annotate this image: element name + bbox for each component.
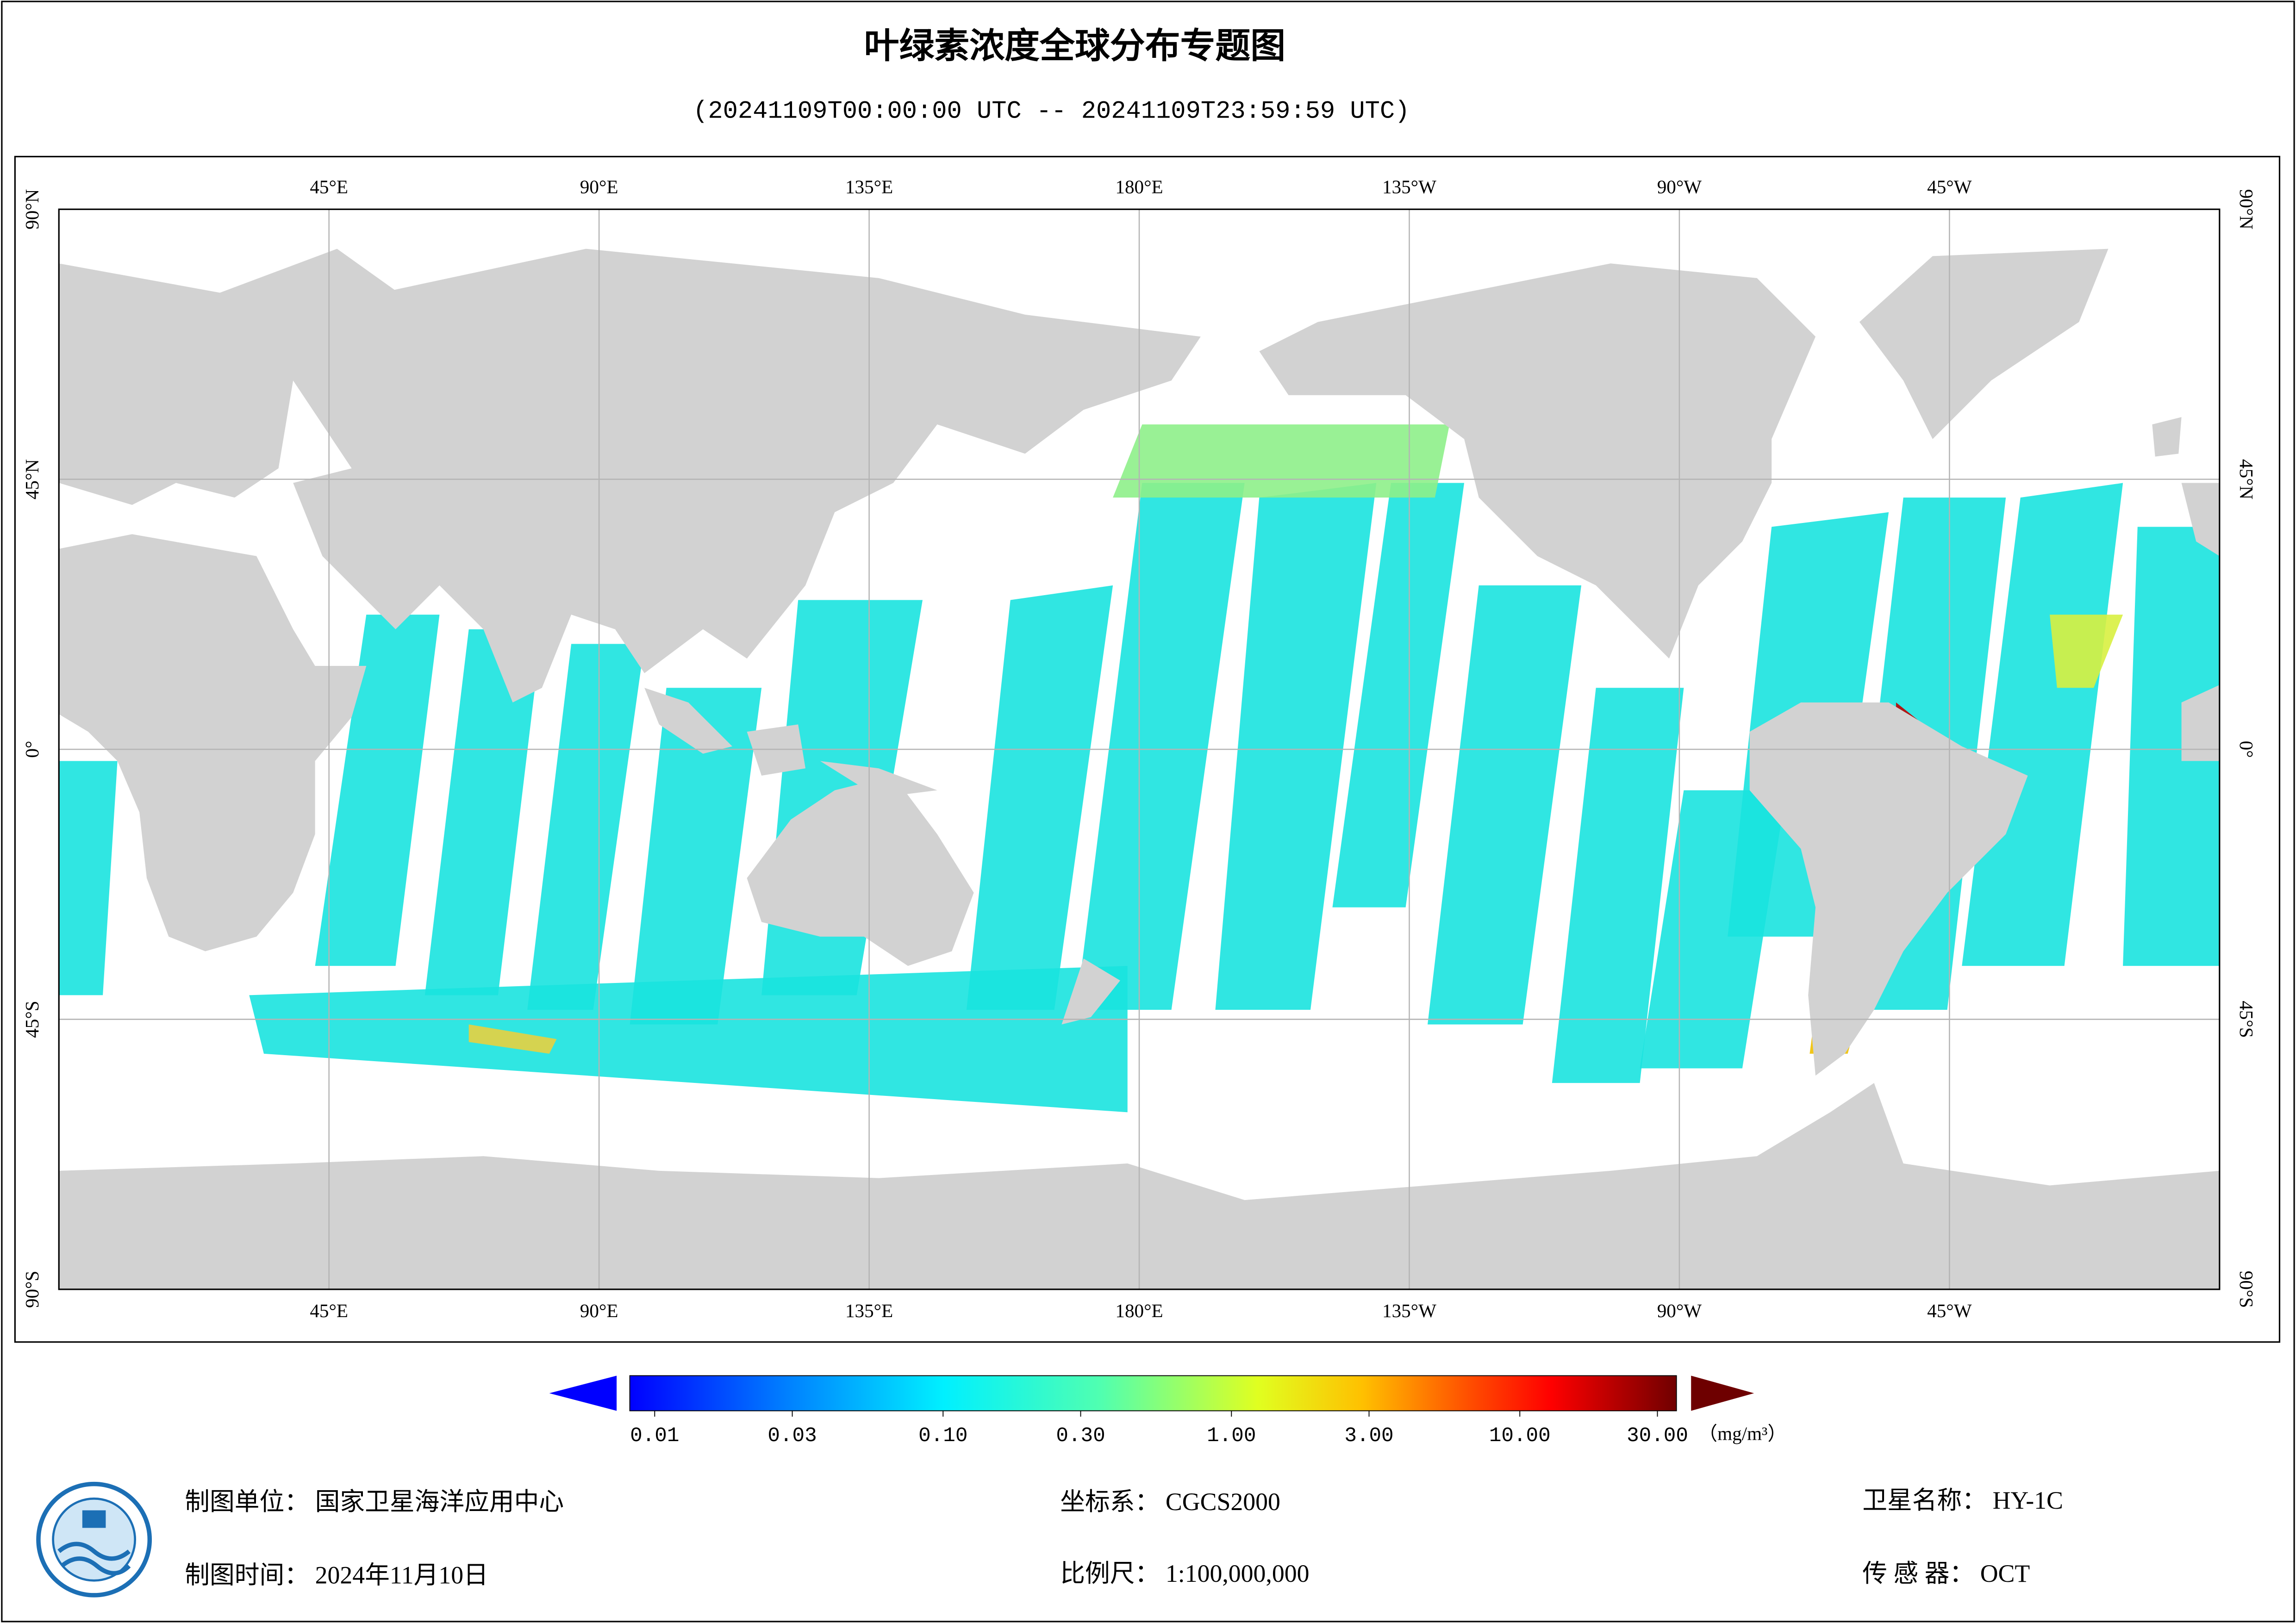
lon-label-bottom: 180°E	[1115, 1300, 1163, 1321]
lon-label-bottom: 135°W	[1382, 1300, 1436, 1321]
lat-label-right: 90°S	[2236, 1271, 2257, 1308]
footer-value: CGCS2000	[1166, 1488, 1280, 1516]
lat-label-right: 90°N	[2236, 189, 2257, 230]
lat-label-left: 45°N	[21, 459, 43, 499]
colorbar-low-arrow	[549, 1375, 617, 1411]
colorbar	[629, 1375, 1677, 1412]
colorbar-tick-label: 10.00	[1489, 1424, 1551, 1448]
footer-label: 制图单位：	[185, 1488, 309, 1516]
title: 叶绿素浓度全球分布专题图	[864, 27, 1286, 66]
lon-label-top: 180°E	[1115, 176, 1163, 197]
footer-value: 国家卫星海洋应用中心	[315, 1488, 564, 1516]
colorbar-unit: （mg/m³）	[1698, 1423, 1786, 1444]
lon-label-bottom: 45°W	[1927, 1300, 1972, 1321]
footer-label: 制图时间：	[185, 1561, 309, 1589]
lon-label-top: 45°E	[310, 176, 348, 197]
footer-label: 卫星名称：	[1862, 1486, 1987, 1514]
lat-label-left: 45°S	[21, 1001, 43, 1038]
lat-label-left: 0°	[21, 741, 43, 758]
lat-label-left: 90°S	[21, 1271, 43, 1308]
lon-label-top: 135°W	[1382, 176, 1436, 197]
colorbar-tick-label: 0.30	[1056, 1424, 1105, 1448]
footer-value: OCT	[1980, 1560, 2030, 1587]
footer-value: HY-1C	[1993, 1486, 2063, 1514]
map-panel	[14, 155, 2281, 1343]
colorbar-tick-label: 0.10	[918, 1424, 967, 1448]
footer-value: 2024年11月10日	[315, 1561, 488, 1589]
colorbar-tick-label: 0.01	[630, 1424, 679, 1448]
lon-label-bottom: 90°E	[580, 1300, 618, 1321]
logo	[36, 1481, 152, 1598]
footer: 制图单位： 国家卫星海洋应用中心 坐标系： CGCS2000 卫星名称： HY-1C 制图时…	[185, 1486, 2063, 1589]
lat-label-right: 0°	[2236, 741, 2257, 758]
lon-label-top: 90°E	[580, 176, 618, 197]
lon-label-top: 45°W	[1927, 176, 1972, 197]
map	[59, 209, 2220, 1289]
footer-label: 传 感 器：	[1862, 1560, 1974, 1587]
lat-label-right: 45°S	[2236, 1001, 2257, 1038]
colorbar-high-arrow	[1691, 1375, 1754, 1411]
lon-label-bottom: 45°E	[310, 1300, 348, 1321]
subtitle: (20241109T00:00:00 UTC -- 20241109T23:59…	[693, 98, 1410, 126]
lat-label-left: 90°N	[21, 189, 43, 230]
footer-label: 比例尺：	[1060, 1560, 1160, 1587]
lon-label-top: 90°W	[1657, 176, 1702, 197]
colorbar-tick-label: 3.00	[1344, 1424, 1393, 1448]
lon-label-bottom: 90°W	[1657, 1300, 1702, 1321]
footer-label: 坐标系：	[1060, 1488, 1160, 1516]
colorbar-tick-label: 1.00	[1207, 1424, 1256, 1448]
lon-label-top: 135°E	[845, 176, 893, 197]
map-frame	[58, 208, 2221, 1290]
lat-label-right: 45°N	[2236, 459, 2257, 499]
colorbar-tick-label: 30.00	[1627, 1424, 1688, 1448]
footer-value: 1:100,000,000	[1166, 1560, 1310, 1587]
lon-label-bottom: 135°E	[845, 1300, 893, 1321]
colorbar-tick-label: 0.03	[767, 1424, 817, 1448]
